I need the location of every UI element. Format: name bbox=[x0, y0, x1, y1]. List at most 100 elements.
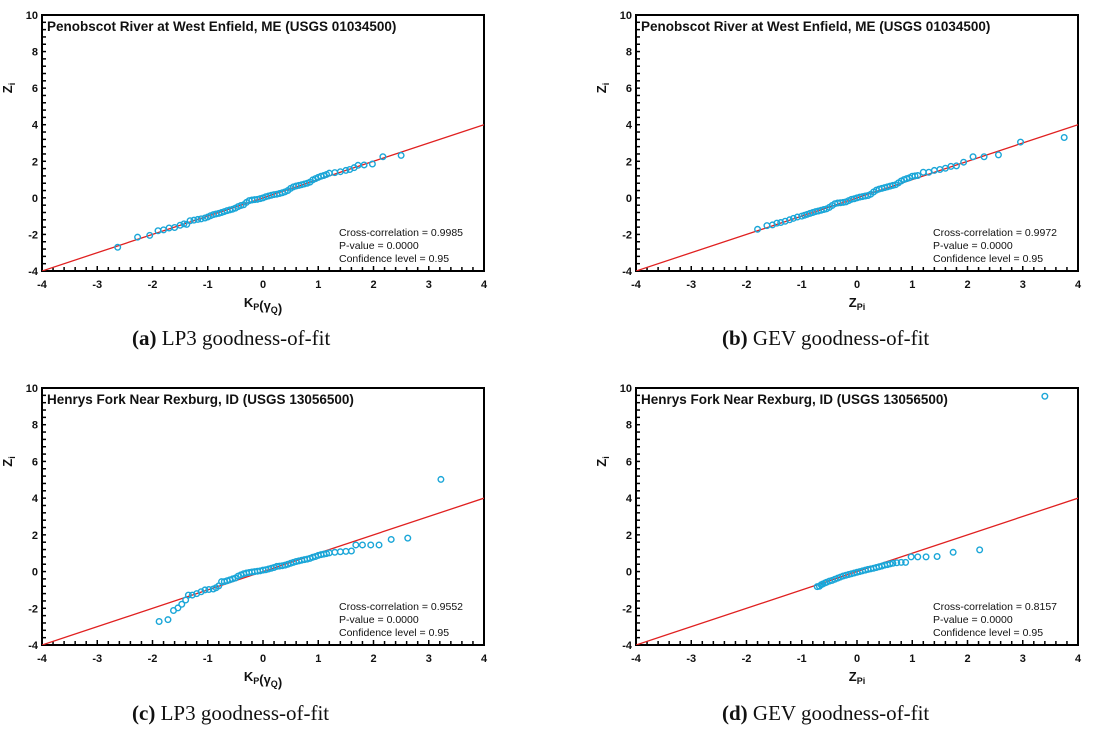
y-tick-label: 0 bbox=[32, 193, 38, 205]
stats-line: Cross-correlation = 0.9972 bbox=[933, 227, 1057, 239]
data-point bbox=[336, 548, 344, 556]
y-tick-label: 6 bbox=[626, 456, 632, 468]
y-tick-label: -4 bbox=[28, 640, 39, 652]
y-tick-label: 2 bbox=[626, 156, 632, 168]
y-tick-label: 4 bbox=[32, 120, 39, 132]
y-tick-label: 4 bbox=[626, 120, 633, 132]
caption-text: LP3 goodness-of-fit bbox=[155, 701, 330, 725]
y-tick-label: -4 bbox=[28, 266, 39, 278]
data-point bbox=[201, 586, 209, 594]
x-tick-label: 3 bbox=[1020, 279, 1026, 291]
caption-label: (a) bbox=[132, 326, 157, 350]
stats-line: P-value = 0.0000 bbox=[933, 614, 1013, 626]
y-tick-label: 0 bbox=[626, 193, 632, 205]
data-point bbox=[375, 541, 383, 549]
data-point bbox=[914, 172, 922, 180]
chart-panel-c: -4 -2 0 2 4 6 8 10 -4 -3 -2 -1 0 1 2 3 4 Henrys Fork Near… bbox=[0, 373, 546, 742]
chart-svg-d: -4 -2 0 2 4 6 8 10 -4 -3 -2 -1 0 1 2 3 4 Henrys Fork Near… bbox=[594, 383, 1082, 686]
x-tick-label: -4 bbox=[631, 653, 642, 665]
stats-line: Cross-correlation = 0.8157 bbox=[933, 601, 1057, 613]
x-tick-label: 1 bbox=[909, 653, 915, 665]
stats-line: Confidence level = 0.95 bbox=[339, 627, 449, 639]
y-axis-label: Zi bbox=[594, 456, 611, 466]
plot-title: Penobscot River at West Enfield, ME (USG… bbox=[641, 19, 990, 34]
y-tick-label: 10 bbox=[26, 383, 38, 395]
data-point bbox=[174, 604, 182, 612]
y-axis-label: Zi bbox=[594, 83, 611, 93]
data-point bbox=[897, 558, 905, 566]
figure-caption: (b) GEV goodness-of-fit bbox=[722, 326, 929, 351]
stats-line: Confidence level = 0.95 bbox=[339, 253, 449, 265]
y-tick-label: 10 bbox=[26, 10, 38, 22]
x-tick-label: 4 bbox=[481, 279, 488, 291]
data-point bbox=[893, 559, 901, 567]
x-tick-label: -3 bbox=[686, 653, 696, 665]
data-point bbox=[347, 547, 355, 555]
x-tick-label: -1 bbox=[203, 279, 213, 291]
data-point bbox=[404, 534, 412, 542]
x-tick-label: 4 bbox=[1075, 653, 1082, 665]
x-tick-label: -1 bbox=[797, 279, 807, 291]
y-tick-label: 10 bbox=[620, 383, 632, 395]
data-point bbox=[379, 153, 387, 161]
data-point bbox=[368, 160, 376, 168]
data-point bbox=[969, 153, 977, 161]
x-tick-label: -3 bbox=[686, 279, 696, 291]
y-tick-label: 8 bbox=[32, 47, 38, 59]
chart-panel-b: -4 -2 0 2 4 6 8 10 -4 -3 -2 -1 0 1 2 3 4 Penobscot River … bbox=[594, 0, 1093, 369]
y-tick-label: 4 bbox=[32, 493, 39, 505]
x-tick-label: 0 bbox=[854, 279, 860, 291]
data-point bbox=[754, 225, 762, 233]
data-point bbox=[358, 541, 366, 549]
stats-line: P-value = 0.0000 bbox=[933, 240, 1013, 252]
data-point bbox=[902, 558, 910, 566]
data-point bbox=[980, 153, 988, 161]
data-point bbox=[793, 213, 801, 221]
data-point bbox=[1060, 134, 1068, 142]
caption-text: GEV goodness-of-fit bbox=[747, 326, 930, 350]
data-point bbox=[914, 553, 922, 561]
x-tick-label: 2 bbox=[964, 279, 970, 291]
x-tick-label: -1 bbox=[797, 653, 807, 665]
chart-panel-a: -4 -2 0 2 4 6 8 10 -4 -3 -2 -1 0 1 2 3 4 Penobscot River … bbox=[0, 0, 546, 369]
x-tick-label: 1 bbox=[315, 279, 321, 291]
data-point bbox=[976, 546, 984, 554]
x-tick-label: -1 bbox=[203, 653, 213, 665]
data-point bbox=[178, 600, 186, 608]
data-point bbox=[777, 219, 785, 227]
data-point bbox=[184, 591, 192, 599]
x-axis-label: ZPi bbox=[849, 295, 865, 312]
caption-label: (b) bbox=[722, 326, 748, 350]
chart-svg-c: -4 -2 0 2 4 6 8 10 -4 -3 -2 -1 0 1 2 3 4 Henrys Fork Near… bbox=[0, 383, 488, 690]
data-point bbox=[367, 541, 375, 549]
stats-line: Confidence level = 0.95 bbox=[933, 627, 1043, 639]
data-point bbox=[134, 233, 142, 241]
x-tick-label: 3 bbox=[426, 653, 432, 665]
data-point bbox=[164, 616, 172, 624]
data-point bbox=[786, 216, 794, 224]
figure-caption: (c) LP3 goodness-of-fit bbox=[132, 701, 329, 726]
y-tick-label: 8 bbox=[32, 420, 38, 432]
data-point bbox=[360, 161, 368, 169]
x-tick-label: 4 bbox=[1075, 279, 1082, 291]
data-point bbox=[960, 158, 968, 166]
y-axis-label: Zi bbox=[0, 456, 17, 466]
x-tick-label: -4 bbox=[631, 279, 642, 291]
x-tick-label: 0 bbox=[260, 653, 266, 665]
y-tick-label: 0 bbox=[626, 567, 632, 579]
x-tick-label: 0 bbox=[854, 653, 860, 665]
x-tick-label: 1 bbox=[909, 279, 915, 291]
caption-text: GEV goodness-of-fit bbox=[747, 701, 930, 725]
x-tick-label: -3 bbox=[92, 653, 102, 665]
data-point bbox=[1041, 392, 1049, 400]
y-tick-label: 8 bbox=[626, 47, 632, 59]
stats-line: Confidence level = 0.95 bbox=[933, 253, 1043, 265]
x-tick-label: -4 bbox=[37, 279, 48, 291]
data-point bbox=[197, 588, 205, 596]
x-axis-label: KP(γQ) bbox=[244, 295, 282, 316]
data-point bbox=[352, 541, 360, 549]
data-point bbox=[907, 553, 915, 561]
chart-svg-a: -4 -2 0 2 4 6 8 10 -4 -3 -2 -1 0 1 2 3 4 Penobscot River … bbox=[0, 10, 488, 316]
data-point bbox=[437, 475, 445, 483]
x-tick-label: 3 bbox=[426, 279, 432, 291]
